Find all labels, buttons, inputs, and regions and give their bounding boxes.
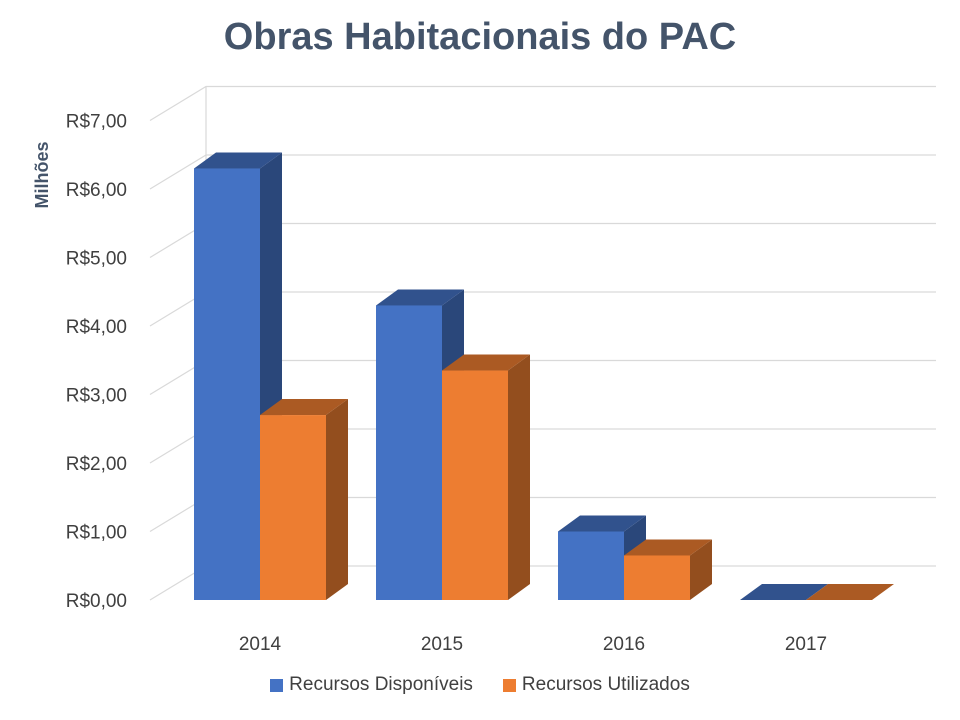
bar (624, 539, 712, 600)
bars (194, 152, 894, 600)
x-tick-label: 2014 (239, 634, 282, 655)
y-tick-label: R$2,00 (66, 454, 127, 475)
legend-label: Recursos Utilizados (521, 674, 690, 695)
bar-top (442, 354, 530, 371)
y-axis-title: Milhões (32, 141, 52, 208)
bar-top (260, 399, 348, 416)
x-tick-label: 2015 (421, 634, 463, 655)
legend-swatch (502, 678, 516, 692)
chart-title: Obras Habitacionais do PAC (223, 16, 737, 58)
bar-front (624, 555, 690, 600)
bar (740, 584, 828, 600)
legend-swatch (270, 678, 284, 692)
bar-top (376, 289, 464, 306)
y-tick-label: R$1,00 (66, 523, 127, 544)
bar-front (260, 415, 326, 600)
bar-top (806, 584, 894, 600)
y-tick-label: R$5,00 (66, 249, 127, 270)
bar-front (442, 370, 508, 600)
bar-top (740, 584, 828, 600)
x-tick-label: 2016 (603, 634, 645, 655)
y-tick-label: R$0,00 (66, 591, 127, 612)
bar-top (624, 539, 712, 556)
legend-label: Recursos Disponíveis (289, 674, 473, 695)
bar-top (194, 152, 282, 169)
y-tick-label: R$3,00 (66, 386, 127, 407)
y-tick-label: R$4,00 (66, 317, 127, 338)
bar (442, 354, 530, 600)
bar-side (326, 399, 348, 600)
y-tick-label: R$6,00 (66, 180, 127, 201)
x-tick-label: 2017 (785, 634, 827, 655)
gridline (149, 85, 936, 122)
legend-item: Recursos Disponíveis (270, 674, 473, 696)
legend-item: Recursos Utilizados (502, 674, 690, 696)
x-axis-ticks: 2014 2015 2016 2017 (239, 634, 827, 655)
bar (260, 399, 348, 600)
bar-side (508, 354, 530, 600)
bar-side (690, 539, 712, 600)
bar-front (376, 305, 442, 600)
y-axis-ticks: R$0,00 R$1,00 R$2,00 R$3,00 R$4,00 R$5,00 R$6,… (66, 112, 127, 613)
bar-front (194, 168, 260, 600)
y-tick-label: R$7,00 (66, 112, 127, 133)
legend: Recursos Disponíveis Recursos Utilizados (0, 674, 960, 696)
bar-top (558, 515, 646, 532)
bar (806, 584, 894, 600)
bar-front (558, 531, 624, 600)
